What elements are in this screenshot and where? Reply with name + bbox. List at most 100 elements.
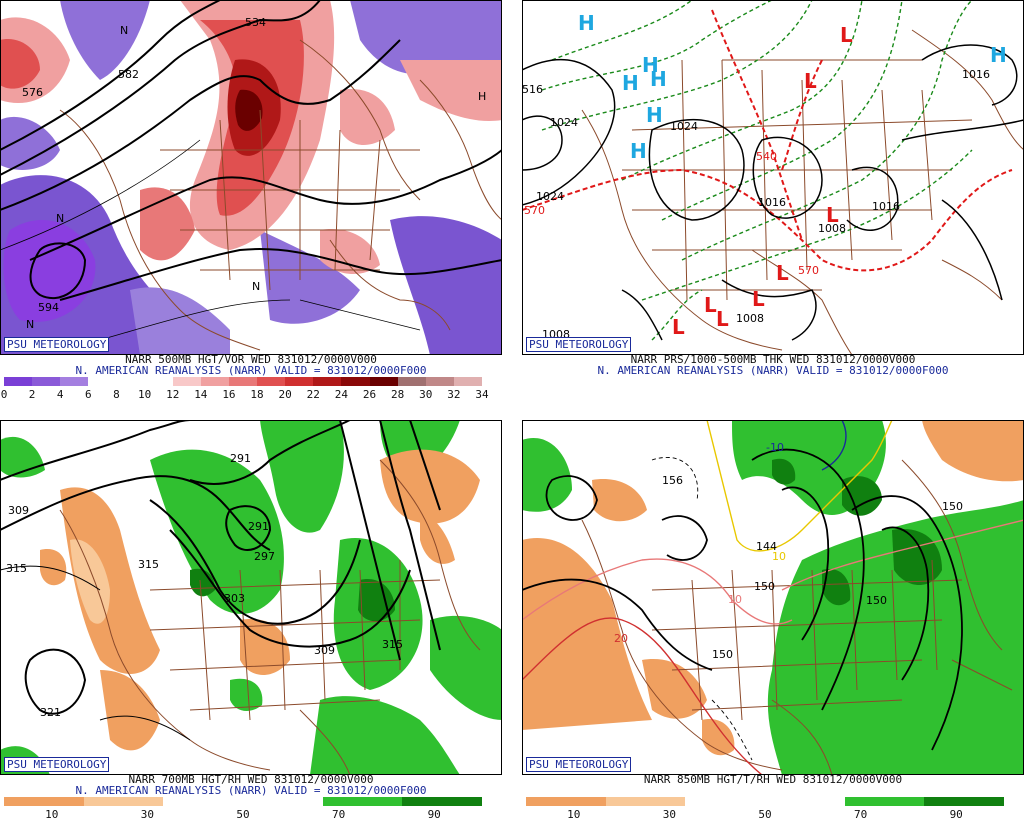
colorbar-segment bbox=[844, 797, 925, 806]
thickness-label: 570 bbox=[524, 204, 545, 217]
temperature-label: 10 bbox=[772, 550, 786, 563]
high-pressure-marker: H bbox=[646, 103, 663, 127]
colorbar-segment bbox=[605, 797, 686, 806]
contour-label: 576 bbox=[22, 86, 43, 99]
colorbar-segment bbox=[88, 377, 117, 386]
colorbar-tick-label: 2 bbox=[28, 388, 36, 401]
high-pressure-marker: H bbox=[990, 43, 1007, 67]
isobar-label: 1016 bbox=[872, 200, 900, 213]
colorbar-segment bbox=[402, 797, 483, 806]
colorbar-segment bbox=[685, 797, 766, 806]
isobar-label: 1024 bbox=[550, 116, 578, 129]
map-500mb: 534 582 576 594 N N N N H bbox=[0, 0, 502, 355]
colorbar-segment bbox=[163, 797, 244, 806]
contour-label: 297 bbox=[254, 550, 275, 563]
isobar-label: 516 bbox=[522, 83, 543, 96]
contour-label: H bbox=[478, 90, 486, 103]
panel-850mb: 150 150 150 144 156 150 -10 10 20 10 PSU… bbox=[522, 420, 1024, 821]
colorbar-tick-label: 28 bbox=[391, 388, 405, 401]
high-pressure-marker: H bbox=[642, 53, 659, 77]
low-pressure-marker: L bbox=[672, 315, 685, 339]
panel-700mb: 309 315 315 291 291 297 303 309 315 321 … bbox=[0, 420, 502, 821]
contour-label: 144 bbox=[756, 540, 777, 553]
contour-label: 303 bbox=[224, 592, 245, 605]
isobar-label: 1008 bbox=[736, 312, 764, 325]
panel-caption: NARR 500MB HGT/VOR WED 831012/0000V000 bbox=[125, 353, 377, 366]
isobar-label: 1008 bbox=[818, 222, 846, 235]
colorbar-segment bbox=[313, 377, 342, 386]
colorbar-tick-label: 0 bbox=[0, 388, 8, 401]
high-pressure-marker: H bbox=[622, 71, 639, 95]
colorbar-segment bbox=[32, 377, 61, 386]
panel-caption: NARR 850MB HGT/T/RH WED 831012/0000V000 bbox=[643, 773, 903, 786]
colorbar-tick-label: 90 bbox=[949, 808, 963, 821]
contour-label: 156 bbox=[662, 474, 683, 487]
colorbar-tick-label: 50 bbox=[758, 808, 772, 821]
low-pressure-marker: L bbox=[752, 287, 765, 311]
colorbar-tick-label: 30 bbox=[662, 808, 677, 821]
isobar-label: 1024 bbox=[536, 190, 564, 203]
psu-meteorology-badge: PSU METEOROLOGY bbox=[4, 757, 110, 772]
colorbar-tick-label: 22 bbox=[306, 388, 320, 401]
panel-caption: NARR 700MB HGT/RH WED 831012/0000V000 bbox=[128, 773, 374, 786]
colorbar-tick-label: 30 bbox=[419, 388, 433, 401]
colorbar-segment bbox=[341, 377, 371, 386]
contour-label: 150 bbox=[712, 648, 733, 661]
colorbar-segment bbox=[322, 797, 403, 806]
panel-subcaption: N. AMERICAN REANALYSIS (NARR) VALID = 83… bbox=[597, 364, 949, 377]
panel-subcaption: N. AMERICAN REANALYSIS (NARR) VALID = 83… bbox=[75, 364, 427, 377]
temperature-label: 10 bbox=[728, 593, 742, 606]
colorbar-segment bbox=[526, 797, 607, 806]
contour-label: 150 bbox=[866, 594, 887, 607]
contour-label: 315 bbox=[138, 558, 159, 571]
colorbar-segment bbox=[924, 797, 1005, 806]
colorbar-tick-label: 30 bbox=[140, 808, 155, 821]
psu-meteorology-badge: PSU METEOROLOGY bbox=[4, 337, 110, 352]
colorbar-segment bbox=[425, 377, 455, 386]
colorbar-segment bbox=[4, 377, 33, 386]
psu-meteorology-badge: PSU METEOROLOGY bbox=[526, 757, 632, 772]
colorbar-tick-label: 70 bbox=[853, 808, 868, 821]
contour-label: 309 bbox=[314, 644, 335, 657]
colorbar-tick-label: 50 bbox=[236, 808, 250, 821]
colorbar-rh bbox=[4, 797, 483, 806]
contour-label: 315 bbox=[6, 562, 27, 575]
map-850mb: 150 150 150 144 156 150 -10 10 20 10 bbox=[522, 420, 1024, 775]
panel-500mb: 534 582 576 594 N N N N H PSU METEOROLOG… bbox=[0, 0, 502, 401]
psu-meteorology-badge: PSU METEOROLOGY bbox=[526, 337, 632, 352]
colorbar-tick-label: 10 bbox=[45, 808, 59, 821]
colorbar-segment bbox=[228, 377, 258, 386]
colorbar-tick-label: 26 bbox=[362, 388, 377, 401]
colorbar-tick-label: 16 bbox=[222, 388, 236, 401]
contour-label: 321 bbox=[40, 706, 61, 719]
panel-subcaption: N. AMERICAN REANALYSIS (NARR) VALID = 83… bbox=[75, 784, 427, 797]
colorbar-tick-label: 24 bbox=[334, 388, 349, 401]
contour-label: 150 bbox=[942, 500, 963, 513]
colorbar-segment bbox=[243, 797, 324, 806]
thickness-label: 570 bbox=[798, 264, 819, 277]
colorbar-segment bbox=[285, 377, 314, 386]
contour-label: N bbox=[120, 24, 128, 37]
colorbar-tick-label: 70 bbox=[331, 808, 346, 821]
contour-label: 594 bbox=[38, 301, 59, 314]
colorbar-segment bbox=[397, 377, 427, 386]
colorbar-tick-label: 18 bbox=[250, 388, 264, 401]
low-pressure-marker: L bbox=[716, 307, 729, 331]
colorbar-segment bbox=[83, 797, 164, 806]
high-pressure-marker: H bbox=[578, 11, 595, 35]
isobar-label: 1016 bbox=[758, 196, 786, 209]
contour-label: 291 bbox=[248, 520, 269, 533]
temperature-label: 20 bbox=[614, 632, 628, 645]
colorbar-rh bbox=[526, 797, 1005, 806]
colorbar-tick-label: 8 bbox=[113, 388, 120, 401]
temperature-label: -10 bbox=[766, 441, 784, 454]
colorbar-segment bbox=[172, 377, 202, 386]
colorbar-tick-label: 12 bbox=[166, 388, 180, 401]
thickness-label: 540 bbox=[756, 150, 777, 163]
map-prs-thk: 1024 1024 1024 1016 1016 1016 1008 1008 … bbox=[522, 0, 1024, 355]
contour-label: 582 bbox=[118, 68, 139, 81]
colorbar-segment bbox=[257, 377, 286, 386]
high-pressure-marker: H bbox=[650, 67, 667, 91]
low-pressure-marker: L bbox=[804, 69, 817, 93]
colorbar-vorticity bbox=[4, 377, 483, 386]
